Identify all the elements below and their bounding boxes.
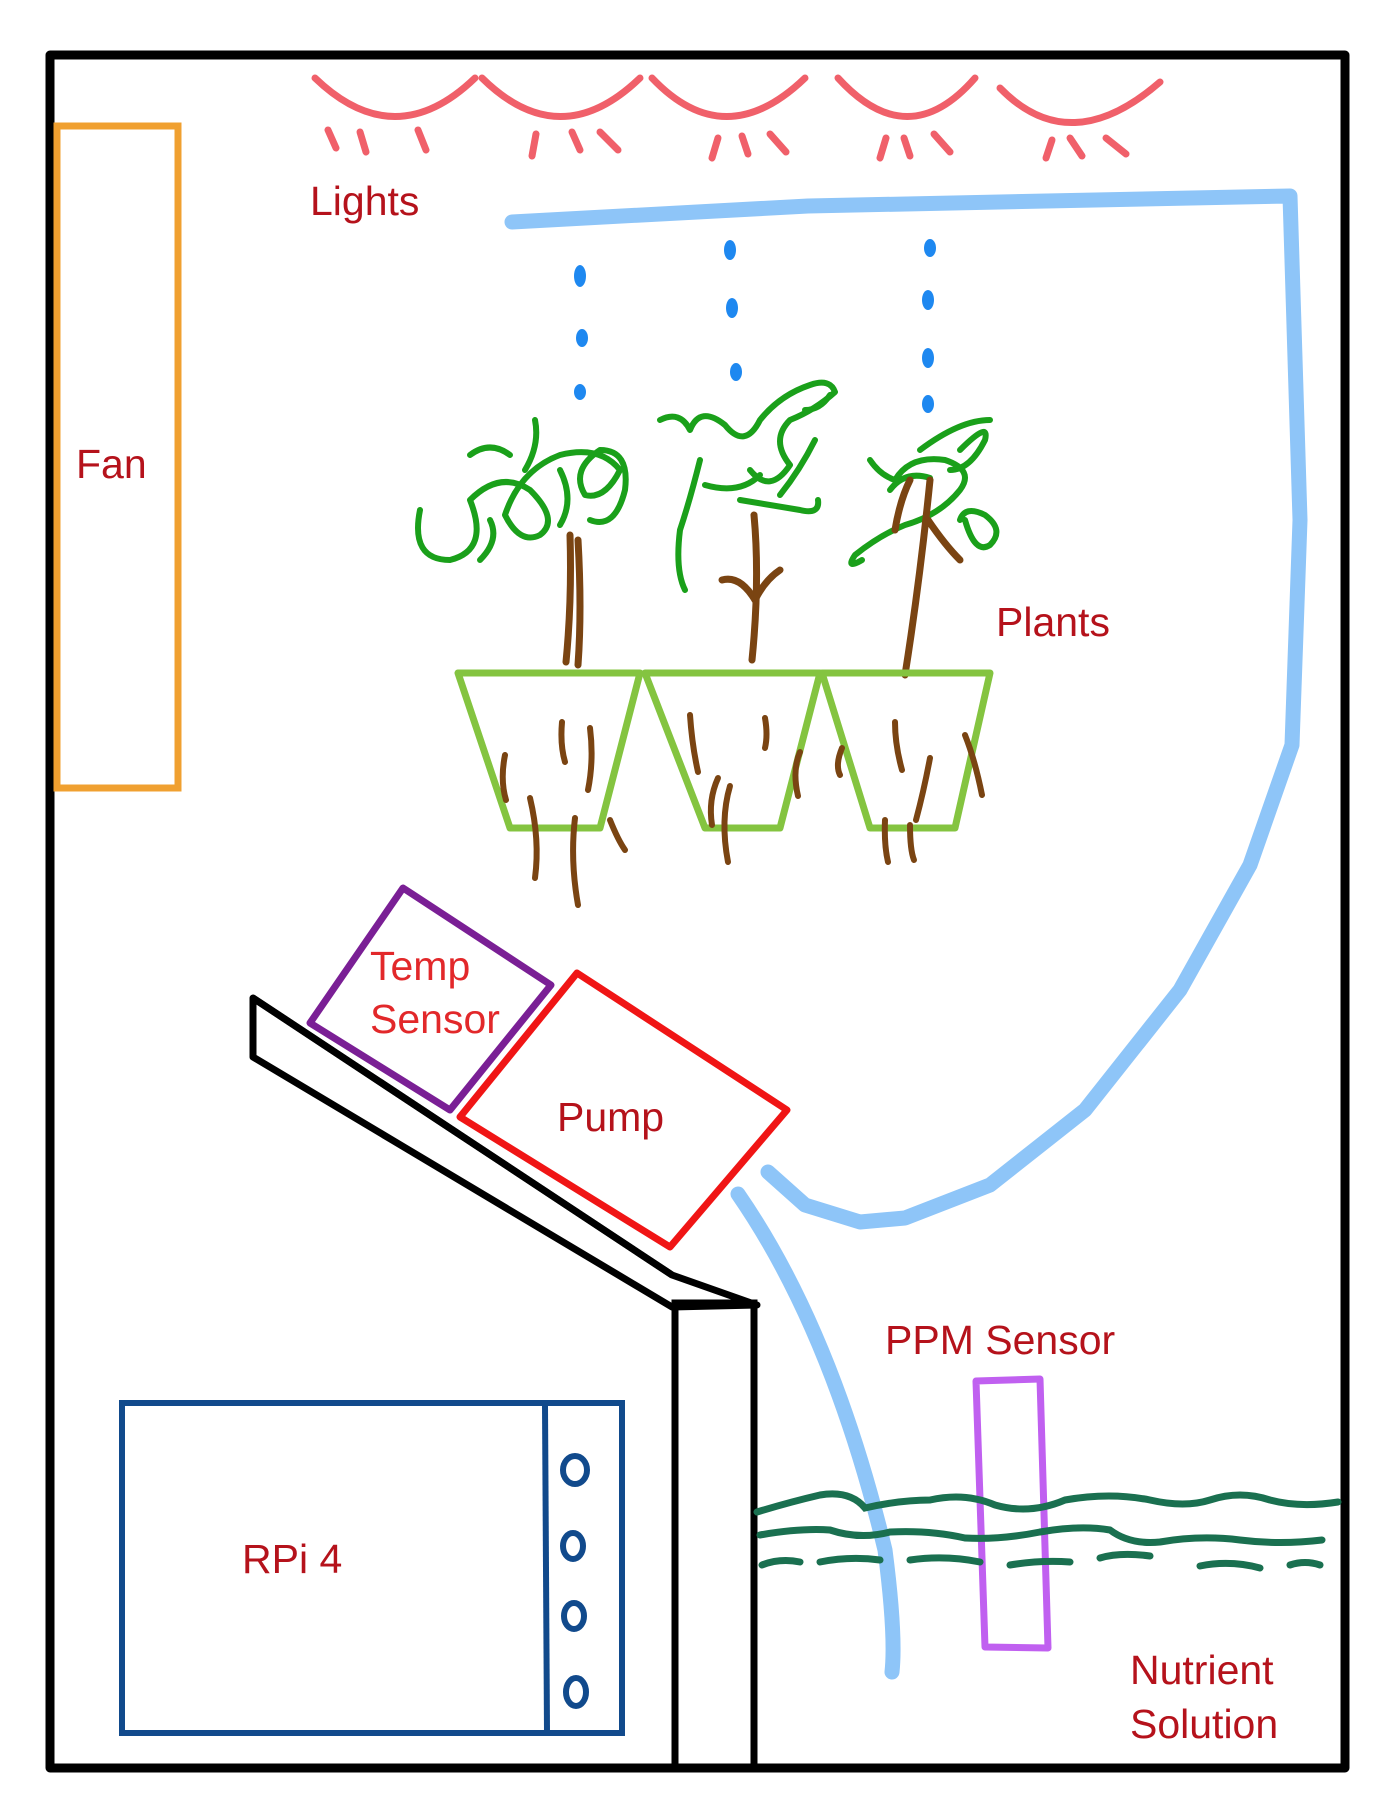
- plants-label: Plants: [996, 599, 1110, 645]
- ppm-sensor-probe: [972, 1375, 1052, 1652]
- pot-3: [818, 669, 994, 832]
- foliage-left: [415, 417, 629, 563]
- enclosure-frame: [45, 50, 1350, 1773]
- temp-sensor-label-line1: Temp: [370, 943, 470, 989]
- water-drops: [574, 239, 936, 413]
- light-1: [311, 74, 479, 156]
- rpi-label: RPi 4: [242, 1536, 342, 1582]
- rpi-board: [119, 1400, 625, 1736]
- plant-pots: [454, 669, 994, 832]
- grow-lights: [311, 74, 1164, 162]
- pump-label: Pump: [557, 1094, 664, 1140]
- temp-sensor-label-line2: Sensor: [370, 996, 500, 1042]
- foliage-right: [848, 417, 1000, 567]
- shelf-post: [671, 1299, 758, 1772]
- temp-sensor-box: [306, 884, 555, 1114]
- fan-label: Fan: [76, 441, 147, 487]
- water-pipe: [504, 188, 1308, 1680]
- light-2: [478, 74, 644, 160]
- nutrient-solution-label-line1: Nutrient: [1130, 1647, 1274, 1693]
- plant-roots: [499, 712, 985, 908]
- nutrient-solution-label-line2: Solution: [1130, 1701, 1278, 1747]
- nutrient-solution-waves: [753, 1490, 1342, 1572]
- rpi-ports: [560, 1453, 590, 1709]
- fan-box: [53, 122, 182, 792]
- light-4: [834, 74, 979, 162]
- rpi-gpio-divider: [542, 1405, 550, 1733]
- pot-2: [641, 669, 824, 832]
- pot-1: [454, 669, 644, 832]
- light-3: [648, 74, 809, 162]
- plant-foliage: [415, 379, 1000, 593]
- light-5: [996, 78, 1164, 162]
- foliage-middle: [657, 379, 838, 593]
- lights-label: Lights: [310, 178, 419, 224]
- pump-box: [456, 969, 791, 1251]
- plant-stems: [562, 476, 964, 679]
- ppm-sensor-label: PPM Sensor: [885, 1317, 1115, 1363]
